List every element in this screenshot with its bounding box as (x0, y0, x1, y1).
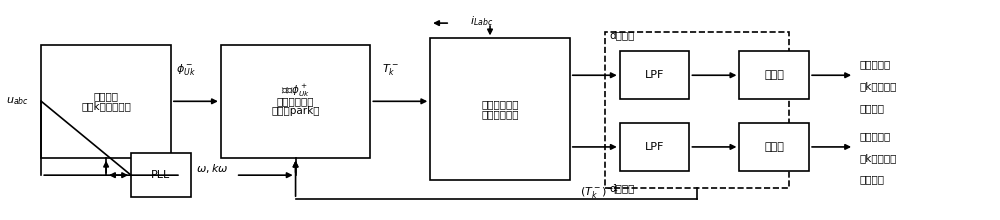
Text: $i_{Labc}$: $i_{Labc}$ (470, 14, 493, 28)
Text: d轴分量: d轴分量 (610, 31, 635, 40)
Text: 到第三坐标系: 到第三坐标系 (481, 99, 519, 109)
Text: 相位检测: 相位检测 (94, 91, 119, 101)
FancyBboxPatch shape (620, 51, 689, 99)
Text: q轴分量: q轴分量 (610, 184, 635, 194)
Text: $T^-_k$: $T^-_k$ (382, 62, 399, 77)
FancyBboxPatch shape (430, 38, 570, 180)
Text: 反变换: 反变换 (764, 142, 784, 152)
Text: 负载电流负: 负载电流负 (859, 59, 890, 69)
Text: 反变换: 反变换 (764, 70, 784, 80)
Text: $u_{abc}$: $u_{abc}$ (6, 95, 29, 107)
Text: 负载电流变换: 负载电流变换 (481, 109, 519, 119)
Text: $(T^-_k)^{-1}$: $(T^-_k)^{-1}$ (580, 183, 619, 202)
Text: 对广义park变: 对广义park变 (271, 106, 320, 116)
Text: LPF: LPF (645, 142, 664, 152)
Text: LPF: LPF (645, 70, 664, 80)
Text: 无功分量: 无功分量 (859, 174, 884, 185)
Text: 有功分量: 有功分量 (859, 103, 884, 113)
FancyBboxPatch shape (620, 123, 689, 171)
FancyBboxPatch shape (605, 32, 789, 188)
Text: PLL: PLL (151, 170, 171, 180)
Text: 负载电流负: 负载电流负 (859, 131, 890, 141)
Text: 换坐标系旋转: 换坐标系旋转 (277, 96, 314, 106)
Text: 序k次谐波的: 序k次谐波的 (859, 153, 896, 163)
Text: $\phi^-_{Uk}$: $\phi^-_{Uk}$ (176, 62, 196, 77)
FancyBboxPatch shape (739, 123, 809, 171)
Text: 序k次谐波的: 序k次谐波的 (859, 81, 896, 91)
Text: 角度$\phi^+_{Uk}$: 角度$\phi^+_{Uk}$ (281, 83, 310, 99)
Text: 负序k次谐波电压: 负序k次谐波电压 (81, 101, 131, 111)
FancyBboxPatch shape (41, 45, 171, 158)
FancyBboxPatch shape (739, 51, 809, 99)
FancyBboxPatch shape (131, 153, 191, 197)
Text: $\omega, k\omega$: $\omega, k\omega$ (196, 162, 228, 175)
FancyBboxPatch shape (221, 45, 370, 158)
